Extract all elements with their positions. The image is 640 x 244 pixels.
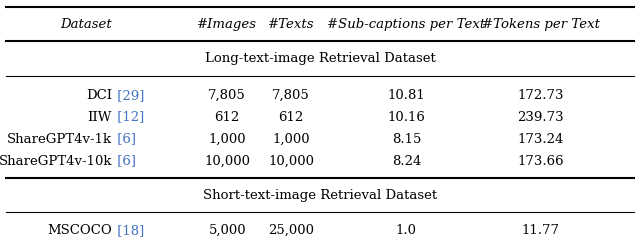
Text: 7,805: 7,805 xyxy=(209,89,246,102)
Text: 10,000: 10,000 xyxy=(204,154,250,168)
Text: ShareGPT4v-1k: ShareGPT4v-1k xyxy=(7,132,112,146)
Text: 10.81: 10.81 xyxy=(388,89,425,102)
Text: 11.77: 11.77 xyxy=(522,224,560,237)
Text: Short-text-image Retrieval Dataset: Short-text-image Retrieval Dataset xyxy=(203,189,437,202)
Text: #Images: #Images xyxy=(197,18,257,31)
Text: Long-text-image Retrieval Dataset: Long-text-image Retrieval Dataset xyxy=(205,52,435,65)
Text: [6]: [6] xyxy=(113,132,136,146)
Text: 1,000: 1,000 xyxy=(209,132,246,146)
Text: #Sub-captions per Text: #Sub-captions per Text xyxy=(327,18,486,31)
Text: ShareGPT4v-10k: ShareGPT4v-10k xyxy=(0,154,112,168)
Text: #Texts: #Texts xyxy=(268,18,314,31)
Text: [6]: [6] xyxy=(113,154,136,168)
Text: 25,000: 25,000 xyxy=(268,224,314,237)
Text: 10.16: 10.16 xyxy=(387,111,426,124)
Text: IIW: IIW xyxy=(88,111,112,124)
Text: [12]: [12] xyxy=(113,111,145,124)
Text: 8.15: 8.15 xyxy=(392,132,421,146)
Text: [18]: [18] xyxy=(113,224,145,237)
Text: 1,000: 1,000 xyxy=(273,132,310,146)
Text: MSCOCO: MSCOCO xyxy=(47,224,112,237)
Text: #Tokens per Text: #Tokens per Text xyxy=(482,18,600,31)
Text: 612: 612 xyxy=(278,111,304,124)
Text: 239.73: 239.73 xyxy=(518,111,564,124)
Text: 173.24: 173.24 xyxy=(518,132,564,146)
Text: 5,000: 5,000 xyxy=(209,224,246,237)
Text: 173.66: 173.66 xyxy=(518,154,564,168)
Text: 1.0: 1.0 xyxy=(396,224,417,237)
Text: 7,805: 7,805 xyxy=(273,89,310,102)
Text: Dataset: Dataset xyxy=(60,18,112,31)
Text: [29]: [29] xyxy=(113,89,145,102)
Text: 10,000: 10,000 xyxy=(268,154,314,168)
Text: 612: 612 xyxy=(214,111,240,124)
Text: 8.24: 8.24 xyxy=(392,154,421,168)
Text: 172.73: 172.73 xyxy=(518,89,564,102)
Text: DCI: DCI xyxy=(86,89,112,102)
